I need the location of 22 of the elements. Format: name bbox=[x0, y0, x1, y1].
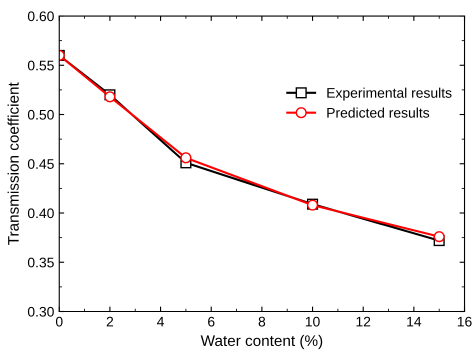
x-tick-label: 4 bbox=[157, 316, 164, 326]
y-tick-label: 0.35 bbox=[28, 258, 54, 268]
x-tick-label: 14 bbox=[407, 316, 422, 326]
x-axis-title: Water content (%) bbox=[200, 334, 322, 350]
y-axis-title: Transmission coefficient bbox=[8, 82, 19, 245]
x-tick-label: 6 bbox=[208, 316, 214, 327]
y-tick-label: 0.40 bbox=[28, 208, 54, 218]
x-tick-label: 8 bbox=[258, 316, 266, 327]
x-tick-label: 2 bbox=[106, 316, 114, 326]
y-tick-label: 0.50 bbox=[28, 110, 54, 120]
point bbox=[180, 152, 192, 164]
y-tick-label: 0.45 bbox=[28, 159, 54, 169]
legend-label: Experimental results bbox=[327, 88, 452, 101]
y-tick-label: 0.60 bbox=[28, 11, 54, 22]
x-tick-label: 16 bbox=[458, 316, 472, 327]
x-tick-label: 12 bbox=[356, 316, 370, 326]
legend-label: Predicted results bbox=[327, 108, 430, 118]
y-tick-label: 0.30 bbox=[28, 306, 54, 317]
y-tick-label: 0.55 bbox=[28, 60, 54, 70]
x-tick-label: 10 bbox=[306, 316, 320, 327]
x-tick-label: 0 bbox=[56, 316, 63, 327]
point bbox=[434, 231, 445, 242]
